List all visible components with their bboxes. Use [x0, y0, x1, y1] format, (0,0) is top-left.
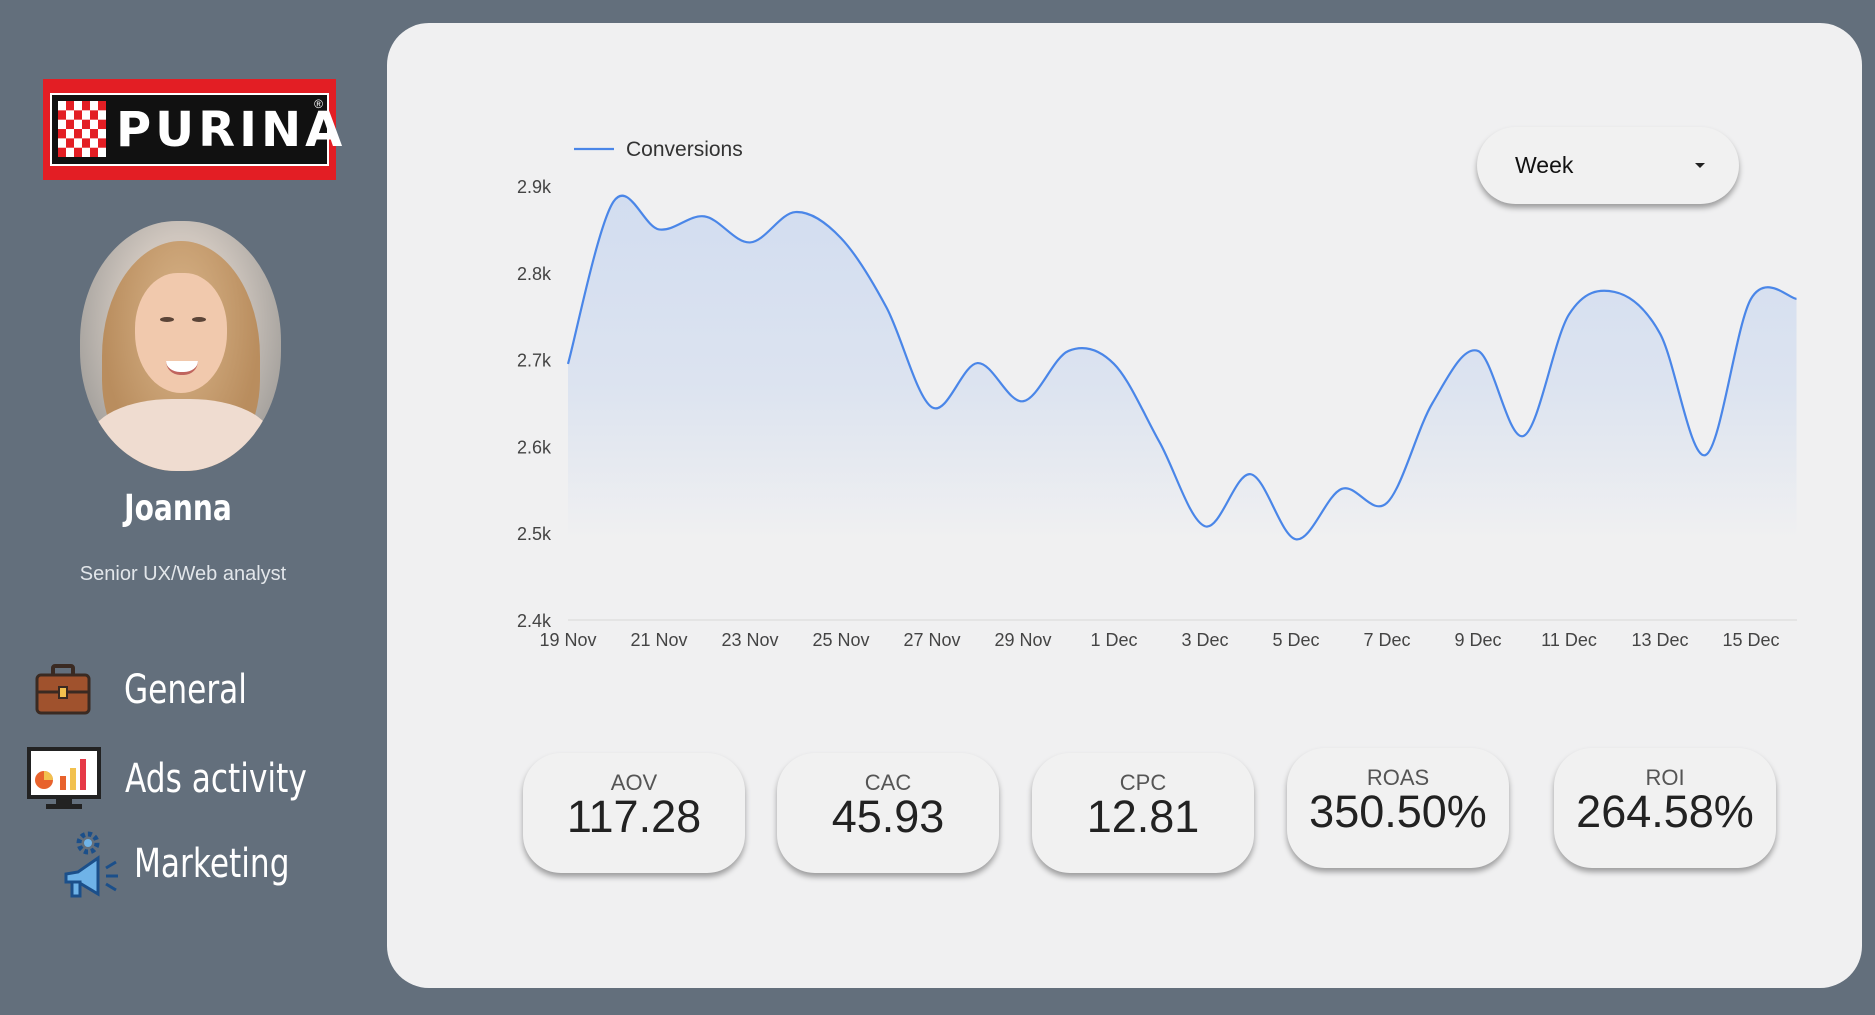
nav-item-marketing[interactable]: Marketing	[62, 828, 333, 900]
x-tick-label: 25 Nov	[812, 630, 869, 650]
x-tick-label: 7 Dec	[1363, 630, 1410, 650]
conversions-line	[566, 194, 1797, 541]
x-tick-label: 13 Dec	[1631, 630, 1688, 650]
kpi-value: 12.81	[1086, 791, 1200, 842]
kpi-card-cac: CAC 45.93	[777, 753, 999, 873]
nav-item-general[interactable]: General	[34, 662, 282, 718]
kpi-label: ROI	[1645, 765, 1685, 790]
kpi-card-cpc: CPC 12.81	[1032, 753, 1254, 873]
megaphone-gear-icon	[64, 831, 118, 898]
x-tick-label: 29 Nov	[994, 630, 1051, 650]
kpi-value: 45.93	[831, 791, 945, 842]
nav-label-marketing: Marketing	[134, 841, 290, 887]
kpi-label: CAC	[864, 770, 912, 795]
y-tick-label: 2.7k	[517, 351, 552, 371]
y-tick-label: 2.6k	[517, 437, 552, 457]
x-tick-label: 9 Dec	[1454, 630, 1501, 650]
kpi-label: ROAS	[1366, 765, 1430, 790]
x-tick-label: 23 Nov	[721, 630, 778, 650]
x-tick-label: 21 Nov	[630, 630, 687, 650]
x-tick-label: 11 Dec	[1541, 630, 1597, 650]
nav-label-ads-activity: Ads activity	[125, 756, 307, 802]
x-tick-label: 3 Dec	[1181, 630, 1228, 650]
checkerboard-icon	[58, 101, 106, 157]
user-role: Senior UX/Web analyst	[79, 563, 287, 585]
kpi-label: AOV	[610, 770, 658, 795]
x-tick-label: 5 Dec	[1272, 630, 1319, 650]
user-name: Joanna	[124, 488, 232, 529]
analytics-monitor-icon	[27, 747, 101, 809]
kpi-value: 264.58%	[1576, 786, 1754, 837]
x-tick-label: 27 Nov	[903, 630, 960, 650]
kpi-card-roi: ROI 264.58%	[1554, 748, 1776, 868]
kpi-card-roas: ROAS 350.50%	[1287, 748, 1509, 868]
kpi-value: 350.50%	[1309, 786, 1487, 837]
chevron-down-icon	[1695, 163, 1705, 168]
y-tick-label: 2.4k	[517, 611, 552, 631]
x-tick-label: 19 Nov	[539, 630, 596, 650]
x-tick-label: 1 Dec	[1090, 630, 1137, 650]
avatar	[80, 221, 281, 471]
period-value: Week	[1515, 152, 1574, 178]
briefcase-icon	[35, 664, 91, 715]
nav-item-ads-activity[interactable]: Ads activity	[26, 746, 358, 812]
y-tick-label: 2.5k	[517, 524, 552, 544]
x-tick-label: 15 Dec	[1722, 630, 1779, 650]
y-tick-label: 2.9k	[517, 177, 552, 197]
kpi-value: 117.28	[566, 791, 702, 842]
conversions-area	[568, 195, 1797, 540]
kpi-card-aov: AOV 117.28	[523, 753, 745, 873]
kpi-label: CPC	[1119, 770, 1167, 795]
nav-label-general: General	[124, 667, 247, 713]
purina-logo: PURINA ®	[43, 79, 342, 180]
period-dropdown[interactable]: Week	[1477, 127, 1739, 204]
y-tick-label: 2.8k	[517, 264, 552, 284]
brand-name: PURINA	[116, 101, 347, 158]
legend-label: Conversions	[626, 138, 743, 161]
